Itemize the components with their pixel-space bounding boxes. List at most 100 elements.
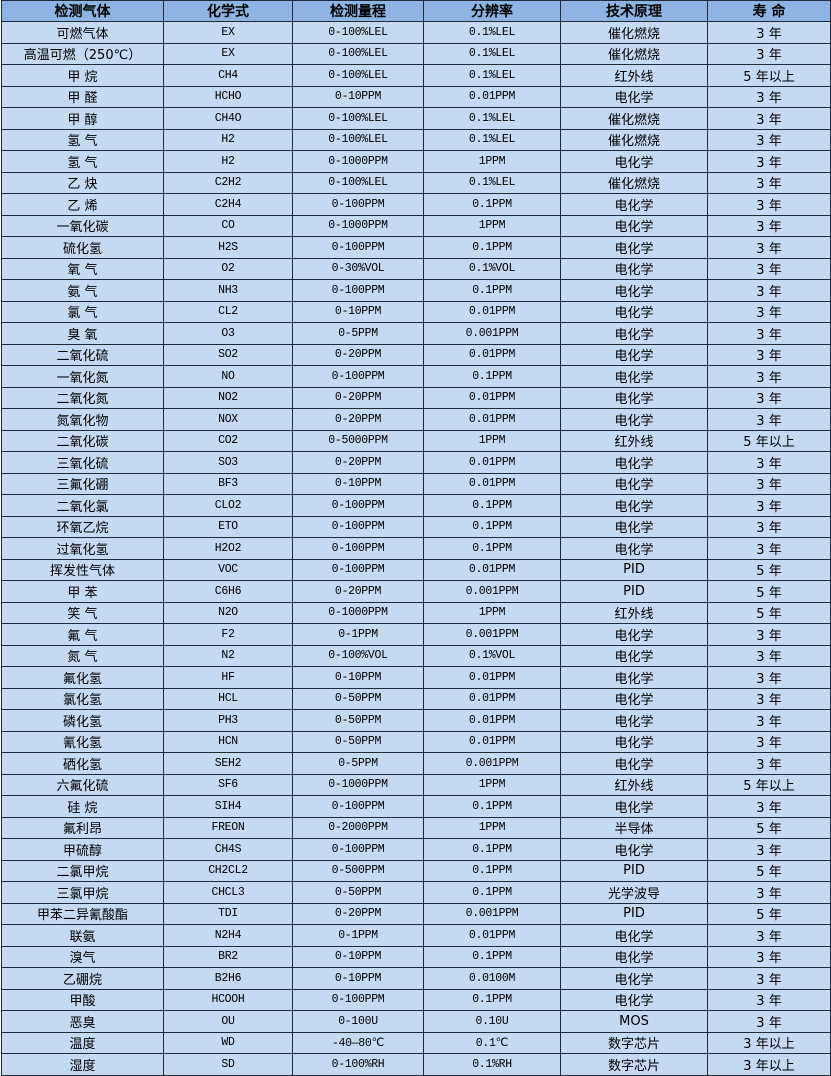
cell-resolution: 0.1PPM — [423, 236, 561, 259]
cell-range: 0-50PPM — [292, 730, 424, 753]
cell-resolution: 0.1PPM — [423, 494, 561, 517]
cell-resolution: 0.1%VOL — [423, 644, 561, 667]
cell-gas: 挥发性气体 — [1, 558, 164, 581]
cell-lifespan: 5 年 — [707, 601, 831, 624]
cell-resolution: 0.01PPM — [423, 408, 561, 431]
cell-principle: 电化学 — [560, 365, 708, 388]
cell-gas: 甲 醛 — [1, 85, 164, 108]
cell-principle: 电化学 — [560, 838, 708, 861]
cell-resolution: 0.1PPM — [423, 193, 561, 216]
cell-formula: SO3 — [163, 451, 293, 474]
cell-range: 0-10PPM — [292, 967, 424, 990]
cell-range: 0-20PPM — [292, 580, 424, 603]
cell-resolution: 0.1%LEL — [423, 42, 561, 65]
cell-formula: EX — [163, 42, 293, 65]
cell-principle: 电化学 — [560, 85, 708, 108]
cell-principle: 电化学 — [560, 322, 708, 345]
cell-range: 0-20PPM — [292, 451, 424, 474]
cell-lifespan: 3 年 — [707, 838, 831, 861]
cell-range: 0-1PPM — [292, 924, 424, 947]
table-row: 甲苯二异氰酸酯 TDI 0-20PPM 0.001PPM PID 5 年 — [1, 902, 831, 925]
cell-gas: 氮氧化物 — [1, 408, 164, 431]
cell-range: 0-100PPM — [292, 838, 424, 861]
cell-gas: 臭 氧 — [1, 322, 164, 345]
cell-gas: 甲酸 — [1, 988, 164, 1011]
cell-gas: 温度 — [1, 1031, 164, 1054]
cell-range: 0-20PPM — [292, 386, 424, 409]
cell-formula: TDI — [163, 902, 293, 925]
cell-formula: O2 — [163, 257, 293, 280]
cell-formula: OU — [163, 1010, 293, 1033]
cell-resolution: 0.1%VOL — [423, 257, 561, 280]
table-row: 环氧乙烷 ETO 0-100PPM 0.1PPM 电化学 3 年 — [1, 515, 831, 538]
cell-principle: 电化学 — [560, 150, 708, 173]
header-formula: 化学式 — [163, 0, 293, 22]
cell-principle: 电化学 — [560, 709, 708, 732]
cell-range: 0-1000PPM — [292, 601, 424, 624]
cell-resolution: 1PPM — [423, 150, 561, 173]
cell-range: 0-50PPM — [292, 709, 424, 732]
table-row: 高温可燃（250℃） EX 0-100%LEL 0.1%LEL 催化燃烧 3 年 — [1, 42, 831, 65]
table-row: 甲 醛 HCHO 0-10PPM 0.01PPM 电化学 3 年 — [1, 85, 831, 108]
table-body: 可燃气体 EX 0-100%LEL 0.1%LEL 催化燃烧 3 年高温可燃（250℃） E… — [1, 21, 831, 1076]
table-row: 氯 气 CL2 0-10PPM 0.01PPM 电化学 3 年 — [1, 300, 831, 323]
cell-lifespan: 3 年 — [707, 881, 831, 904]
cell-principle: 电化学 — [560, 644, 708, 667]
cell-lifespan: 5 年 — [707, 558, 831, 581]
cell-formula: SEH2 — [163, 752, 293, 775]
cell-resolution: 0.01PPM — [423, 451, 561, 474]
cell-resolution: 0.1%RH — [423, 1053, 561, 1076]
cell-gas: 二氧化硫 — [1, 343, 164, 366]
cell-formula: CO — [163, 214, 293, 237]
cell-resolution: 0.1℃ — [423, 1031, 561, 1054]
cell-lifespan: 3 年 — [707, 214, 831, 237]
cell-formula: SO2 — [163, 343, 293, 366]
table-row: 一氧化碳 CO 0-1000PPM 1PPM 电化学 3 年 — [1, 214, 831, 237]
cell-range: 0-20PPM — [292, 343, 424, 366]
cell-lifespan: 3 年 — [707, 515, 831, 538]
table-row: 乙硼烷 B2H6 0-10PPM 0.0100M 电化学 3 年 — [1, 967, 831, 990]
table-row: 甲 烷 CH4 0-100%LEL 0.1%LEL 红外线 5 年以上 — [1, 64, 831, 87]
table-row: 氯化氢 HCL 0-50PPM 0.01PPM 电化学 3 年 — [1, 687, 831, 710]
cell-principle: 数字芯片 — [560, 1053, 708, 1076]
cell-range: 0-100PPM — [292, 515, 424, 538]
cell-principle: 数字芯片 — [560, 1031, 708, 1054]
cell-resolution: 0.1PPM — [423, 945, 561, 968]
cell-lifespan: 3 年 — [707, 150, 831, 173]
cell-resolution: 0.01PPM — [423, 709, 561, 732]
table-row: 笑 气 N2O 0-1000PPM 1PPM 红外线 5 年 — [1, 601, 831, 624]
cell-gas: 二氧化碳 — [1, 429, 164, 452]
cell-range: 0-100%LEL — [292, 107, 424, 130]
cell-formula: HCOOH — [163, 988, 293, 1011]
cell-resolution: 0.01PPM — [423, 472, 561, 495]
table-row: 氮氧化物 NOX 0-20PPM 0.01PPM 电化学 3 年 — [1, 408, 831, 431]
cell-principle: 电化学 — [560, 924, 708, 947]
cell-range: 0-100PPM — [292, 558, 424, 581]
cell-gas: 高温可燃（250℃） — [1, 42, 164, 65]
cell-range: 0-10PPM — [292, 85, 424, 108]
cell-lifespan: 3 年 — [707, 279, 831, 302]
cell-lifespan: 5 年 — [707, 902, 831, 925]
cell-range: 0-100%LEL — [292, 42, 424, 65]
cell-formula: CH4 — [163, 64, 293, 87]
cell-principle: 电化学 — [560, 386, 708, 409]
cell-principle: 红外线 — [560, 601, 708, 624]
cell-gas: 氟化氢 — [1, 666, 164, 689]
cell-principle: 催化燃烧 — [560, 128, 708, 151]
cell-principle: 电化学 — [560, 193, 708, 216]
cell-principle: 催化燃烧 — [560, 42, 708, 65]
cell-resolution: 0.01PPM — [423, 558, 561, 581]
table-row: 磷化氢 PH3 0-50PPM 0.01PPM 电化学 3 年 — [1, 709, 831, 732]
cell-lifespan: 3 年 — [707, 623, 831, 646]
cell-gas: 联氨 — [1, 924, 164, 947]
cell-gas: 湿度 — [1, 1053, 164, 1076]
cell-principle: 红外线 — [560, 773, 708, 796]
table-row: 二氧化碳 CO2 0-5000PPM 1PPM 红外线 5 年以上 — [1, 429, 831, 452]
cell-formula: CH2CL2 — [163, 859, 293, 882]
cell-principle: 电化学 — [560, 472, 708, 495]
cell-resolution: 0.001PPM — [423, 322, 561, 345]
cell-resolution: 1PPM — [423, 773, 561, 796]
cell-range: 0-100PPM — [292, 365, 424, 388]
table-row: 挥发性气体 VOC 0-100PPM 0.01PPM PID 5 年 — [1, 558, 831, 581]
cell-formula: N2H4 — [163, 924, 293, 947]
